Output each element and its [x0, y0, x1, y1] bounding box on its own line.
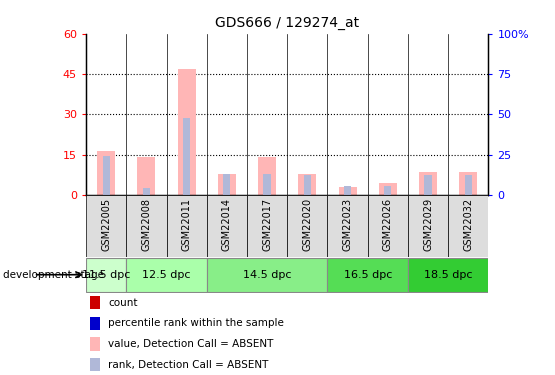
Bar	[178, 69, 196, 195]
Bar	[408, 195, 448, 257]
Text: GSM22005: GSM22005	[101, 198, 111, 251]
Bar	[166, 195, 207, 257]
Text: development stage: development stage	[3, 270, 104, 280]
Bar	[90, 338, 100, 351]
Bar	[384, 186, 391, 195]
Bar	[419, 172, 437, 195]
Bar	[127, 258, 207, 292]
Text: 14.5 dpc: 14.5 dpc	[243, 270, 291, 280]
Bar	[465, 175, 472, 195]
Bar	[258, 158, 276, 195]
Bar	[459, 172, 477, 195]
Text: GSM22008: GSM22008	[142, 198, 152, 251]
Bar	[339, 187, 357, 195]
Bar	[127, 195, 166, 257]
Text: GSM22032: GSM22032	[463, 198, 473, 251]
Text: 16.5 dpc: 16.5 dpc	[344, 270, 392, 280]
Bar	[264, 174, 271, 195]
Text: value, Detection Call = ABSENT: value, Detection Call = ABSENT	[108, 339, 274, 349]
Bar	[183, 118, 190, 195]
Bar	[90, 358, 100, 371]
Bar	[408, 258, 488, 292]
Text: GSM22014: GSM22014	[222, 198, 232, 251]
Bar	[327, 195, 368, 257]
Bar	[368, 195, 408, 257]
Text: 11.5 dpc: 11.5 dpc	[82, 270, 130, 280]
Text: GSM22023: GSM22023	[342, 198, 352, 251]
Bar	[298, 174, 316, 195]
Bar	[425, 175, 432, 195]
Bar	[304, 175, 311, 195]
Text: GSM22011: GSM22011	[181, 198, 191, 251]
Bar	[448, 195, 488, 257]
Bar	[90, 296, 100, 309]
Bar	[97, 151, 115, 195]
Text: GSM22029: GSM22029	[423, 198, 433, 251]
Title: GDS666 / 129274_at: GDS666 / 129274_at	[215, 16, 359, 30]
Text: 12.5 dpc: 12.5 dpc	[142, 270, 191, 280]
Bar	[207, 195, 247, 257]
Text: count: count	[108, 298, 138, 308]
Bar	[379, 183, 397, 195]
Bar	[223, 174, 230, 195]
Bar	[327, 258, 408, 292]
Bar	[218, 174, 236, 195]
Bar	[86, 258, 127, 292]
Text: GSM22026: GSM22026	[383, 198, 393, 251]
Text: 18.5 dpc: 18.5 dpc	[424, 270, 472, 280]
Bar	[143, 188, 150, 195]
Bar	[207, 258, 327, 292]
Text: GSM22020: GSM22020	[302, 198, 312, 251]
Bar	[344, 186, 351, 195]
Text: rank, Detection Call = ABSENT: rank, Detection Call = ABSENT	[108, 360, 269, 370]
Bar	[90, 317, 100, 330]
Text: GSM22017: GSM22017	[262, 198, 272, 251]
Bar	[86, 195, 127, 257]
Bar	[247, 195, 287, 257]
Bar	[103, 156, 110, 195]
Bar	[137, 158, 155, 195]
Bar	[287, 195, 327, 257]
Text: percentile rank within the sample: percentile rank within the sample	[108, 318, 284, 328]
